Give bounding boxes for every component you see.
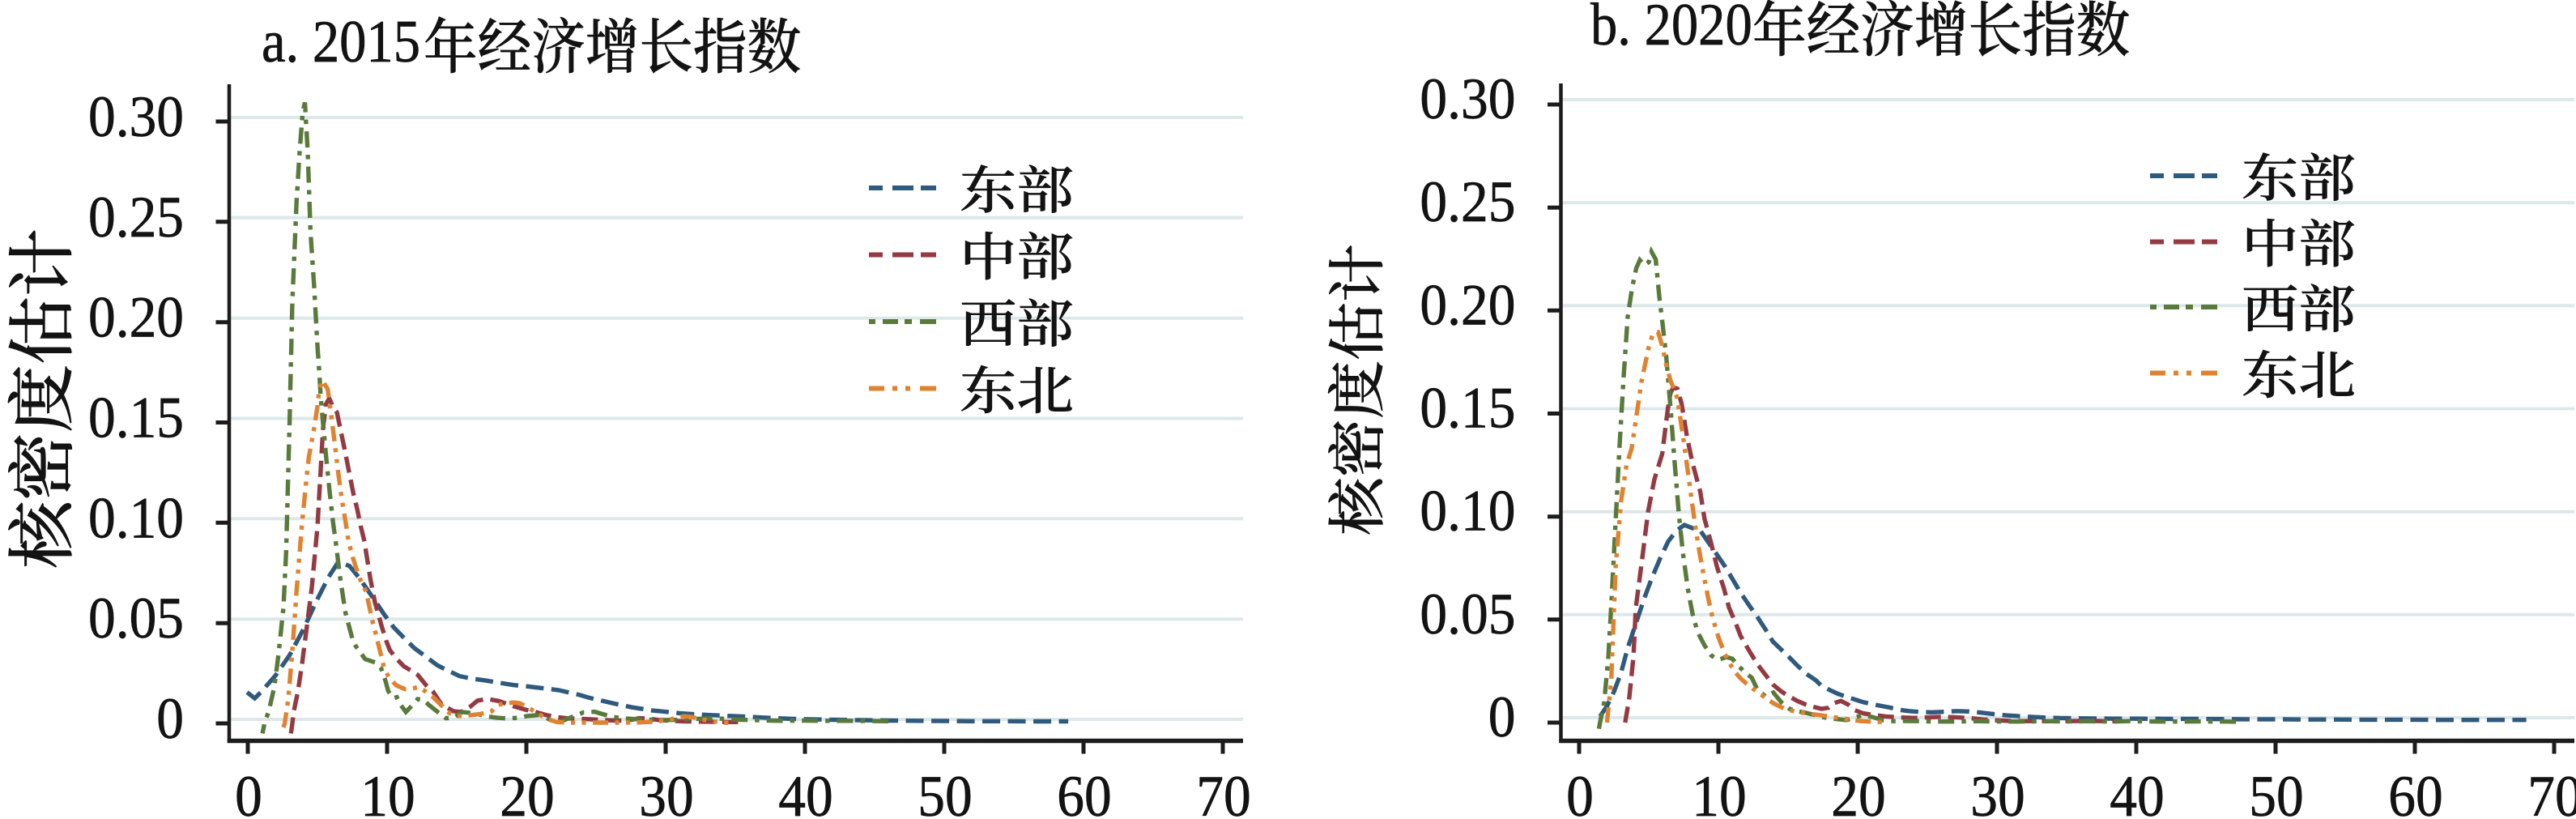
svg-text:0.30: 0.30 <box>1420 67 1515 132</box>
svg-text:30: 30 <box>1970 765 2025 819</box>
svg-text:0.05: 0.05 <box>1420 582 1515 647</box>
svg-text:60: 60 <box>2388 765 2442 819</box>
svg-text:0.25: 0.25 <box>1420 170 1515 235</box>
svg-text:0: 0 <box>235 765 262 819</box>
svg-text:0.30: 0.30 <box>88 85 184 150</box>
svg-text:40: 40 <box>2110 765 2164 819</box>
svg-text:70: 70 <box>2527 765 2576 819</box>
svg-text:a. 2015: a. 2015 <box>262 9 420 75</box>
svg-text:0: 0 <box>1566 765 1594 819</box>
svg-text:20: 20 <box>500 765 554 819</box>
svg-text:0.15: 0.15 <box>1420 376 1515 441</box>
svg-text:20: 20 <box>1831 765 1885 819</box>
svg-text:0.10: 0.10 <box>1420 480 1515 544</box>
svg-text:0.10: 0.10 <box>88 486 184 551</box>
svg-text:50: 50 <box>2249 765 2303 819</box>
svg-text:0.15: 0.15 <box>88 386 184 450</box>
svg-text:30: 30 <box>639 765 693 819</box>
svg-text:10: 10 <box>1692 765 1746 819</box>
svg-text:0.20: 0.20 <box>1420 273 1515 338</box>
svg-text:10: 10 <box>360 765 415 819</box>
svg-text:0.25: 0.25 <box>88 186 184 250</box>
svg-text:0: 0 <box>156 687 184 752</box>
svg-text:70: 70 <box>1196 765 1250 819</box>
svg-text:60: 60 <box>1057 765 1111 819</box>
svg-text:0.05: 0.05 <box>88 587 184 651</box>
svg-text:0.20: 0.20 <box>88 286 184 351</box>
svg-text:b. 2020: b. 2020 <box>1590 0 1752 58</box>
svg-text:0: 0 <box>1488 685 1516 750</box>
svg-text:40: 40 <box>778 765 832 819</box>
svg-text:50: 50 <box>918 765 972 819</box>
